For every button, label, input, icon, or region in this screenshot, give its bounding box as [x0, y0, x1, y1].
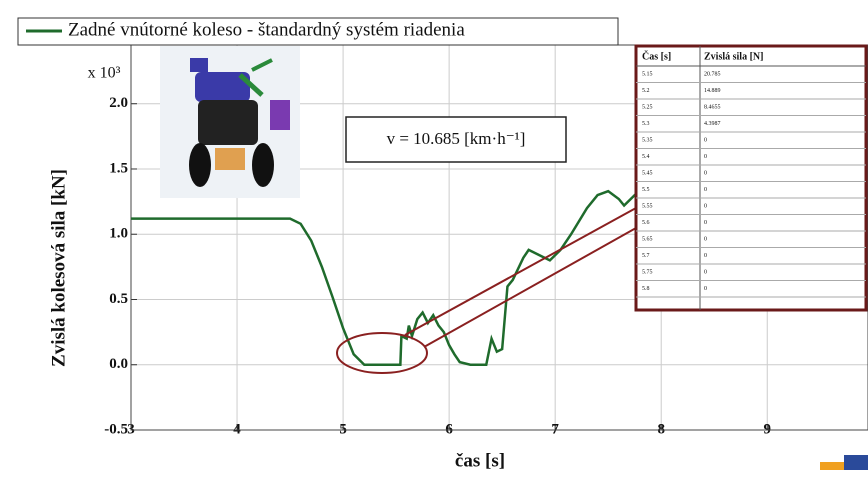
table-frame	[636, 46, 866, 310]
table-cell: 5.15	[642, 72, 653, 78]
table-cell: 0	[704, 171, 707, 177]
data-table: Čas [s] Zvislá sila [N] 5.15 20.785 5.2 14.88…	[636, 46, 866, 310]
table-cell: 0	[704, 220, 707, 226]
y-tick-label: 1.0	[109, 226, 128, 242]
x-tick-label: 8	[657, 421, 665, 437]
picture-wheel	[252, 143, 274, 187]
logo-part	[844, 455, 868, 470]
table-cell: 0	[704, 154, 707, 160]
y-tick-label: 0.0	[109, 356, 128, 372]
y-multiplier: x 10³	[88, 65, 121, 82]
table-cell: 4.3987	[704, 121, 721, 127]
table-cell: 5.45	[642, 171, 653, 177]
picture-part	[270, 100, 290, 130]
table-cell: 5.7	[642, 253, 650, 259]
table-cell: 8.4655	[704, 105, 721, 111]
x-tick-label: 5	[339, 421, 347, 437]
table-cell: 0	[704, 204, 707, 210]
x-tick-label: 4	[233, 421, 241, 437]
table-cell: 0	[704, 253, 707, 259]
logo-part	[820, 462, 844, 470]
picture-part	[215, 148, 245, 170]
chart: 3456789-0.50.00.51.01.52.0 Zadné vnútorn…	[0, 0, 868, 481]
table-cell: 5.3	[642, 121, 650, 127]
table-cell: 5.35	[642, 138, 653, 144]
table-cell: 5.5	[642, 187, 650, 193]
y-tick-label: 0.5	[109, 291, 128, 307]
y-tick-label: -0.5	[104, 421, 128, 437]
table-header: Čas [s]	[642, 49, 671, 62]
x-axis-label: čas [s]	[455, 450, 505, 471]
picture-wheel	[189, 143, 211, 187]
table-cell: 0	[704, 237, 707, 243]
table-cell: 5.55	[642, 204, 653, 210]
y-tick-label: 2.0	[109, 95, 128, 111]
annotation: v = 10.685 [km·h⁻¹]	[387, 129, 526, 148]
table-cell: 0	[704, 138, 707, 144]
table-cell: 0	[704, 286, 707, 292]
x-tick-label: 7	[551, 421, 559, 437]
table-cell: 5.8	[642, 286, 650, 292]
x-tick-label: 6	[445, 421, 453, 437]
table-cell: 0	[704, 187, 707, 193]
table-cell: 5.25	[642, 105, 653, 111]
picture-part	[198, 100, 258, 145]
table-cell: 5.4	[642, 154, 650, 160]
table-cell: 5.2	[642, 88, 650, 94]
table-cell: 5.75	[642, 270, 653, 276]
x-tick-label: 9	[764, 421, 772, 437]
table-cell: 0	[704, 270, 707, 276]
y-tick-label: 1.5	[109, 160, 128, 176]
table-cell: 14.889	[704, 88, 721, 94]
y-axis-label: Zvislá kolesová sila [kN]	[48, 169, 69, 367]
table-cell: 5.65	[642, 237, 653, 243]
table-cell: 20.785	[704, 72, 721, 78]
table-cell: 5.6	[642, 220, 650, 226]
picture-part	[190, 58, 208, 72]
legend-label: Zadné vnútorné koleso - štandardný systé…	[68, 19, 465, 40]
table-header: Zvislá sila [N]	[704, 51, 763, 62]
wheelchair-picture	[160, 46, 300, 198]
